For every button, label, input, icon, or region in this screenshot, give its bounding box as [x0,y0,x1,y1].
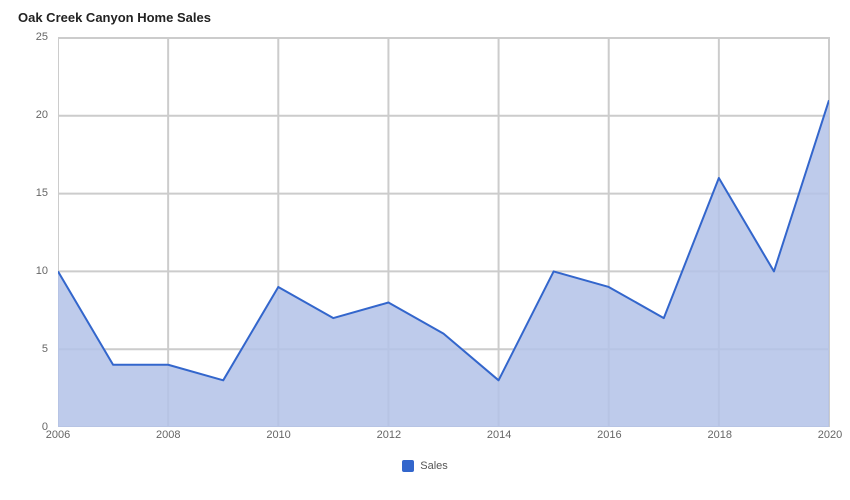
x-tick-label: 2020 [818,429,842,441]
y-tick-label: 20 [36,109,48,121]
y-tick-label: 10 [36,265,48,277]
x-axis-labels: 20062008201020122014201620182020 [58,429,830,443]
y-tick-label: 15 [36,187,48,199]
legend-swatch [402,460,414,472]
x-tick-label: 2016 [597,429,621,441]
chart-svg [58,38,829,427]
x-tick-label: 2008 [156,429,180,441]
y-tick-label: 25 [36,31,48,43]
x-tick-label: 2010 [266,429,290,441]
legend: Sales [14,459,836,477]
legend-label: Sales [420,460,448,472]
x-tick-label: 2006 [46,429,70,441]
plot-wrap: 0510152025 20062008201020122014201620182… [14,33,836,453]
plot-area [58,37,830,427]
chart-title: Oak Creek Canyon Home Sales [14,10,836,25]
y-tick-label: 5 [42,343,48,355]
x-tick-label: 2014 [487,429,511,441]
y-axis-labels: 0510152025 [14,33,54,453]
x-tick-label: 2012 [377,429,401,441]
x-tick-label: 2018 [707,429,731,441]
chart-container: Oak Creek Canyon Home Sales 0510152025 2… [0,0,850,500]
legend-item-sales: Sales [402,460,448,472]
